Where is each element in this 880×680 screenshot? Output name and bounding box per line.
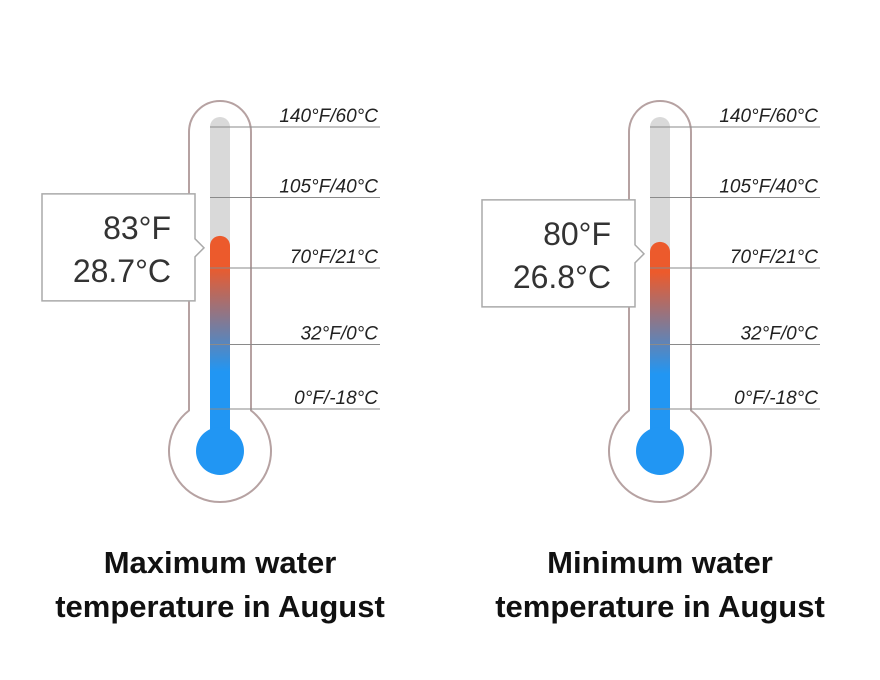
tick-label: 105°F/40°C (719, 177, 818, 198)
chart-caption-line: Minimum water (547, 545, 773, 580)
tick-label: 0°F/-18°C (734, 388, 818, 409)
value-fahrenheit: 83°F (103, 210, 171, 246)
tick-label: 0°F/-18°C (294, 388, 378, 409)
chart-caption-line: Maximum water (104, 545, 337, 580)
tick-label: 70°F/21°C (730, 247, 818, 268)
value-callout (41, 193, 206, 302)
tick-label: 140°F/60°C (719, 106, 818, 127)
value-celsius: 28.7°C (73, 253, 171, 289)
thermometer-bulb (636, 427, 684, 475)
tick-label: 105°F/40°C (279, 177, 378, 198)
tick-label: 32°F/0°C (740, 324, 818, 345)
thermometer-2: 140°F/60°C 105°F/40°C 70°F/21°C 32°F/0°C 0°F… (481, 100, 825, 624)
tick-label: 140°F/60°C (279, 106, 378, 127)
thermometer-bulb (196, 427, 244, 475)
chart-caption-line: temperature in August (495, 589, 825, 624)
mercury-column (210, 235, 230, 451)
tick-label: 32°F/0°C (300, 324, 378, 345)
tick-label: 70°F/21°C (290, 247, 378, 268)
chart-caption-line: temperature in August (55, 589, 385, 624)
thermometer-1: 140°F/60°C 105°F/40°C 70°F/21°C 32°F/0°C 0°F… (41, 100, 385, 624)
value-celsius: 26.8°C (513, 259, 611, 295)
value-callout (481, 199, 646, 308)
mercury-column (650, 241, 670, 451)
value-fahrenheit: 80°F (543, 216, 611, 252)
